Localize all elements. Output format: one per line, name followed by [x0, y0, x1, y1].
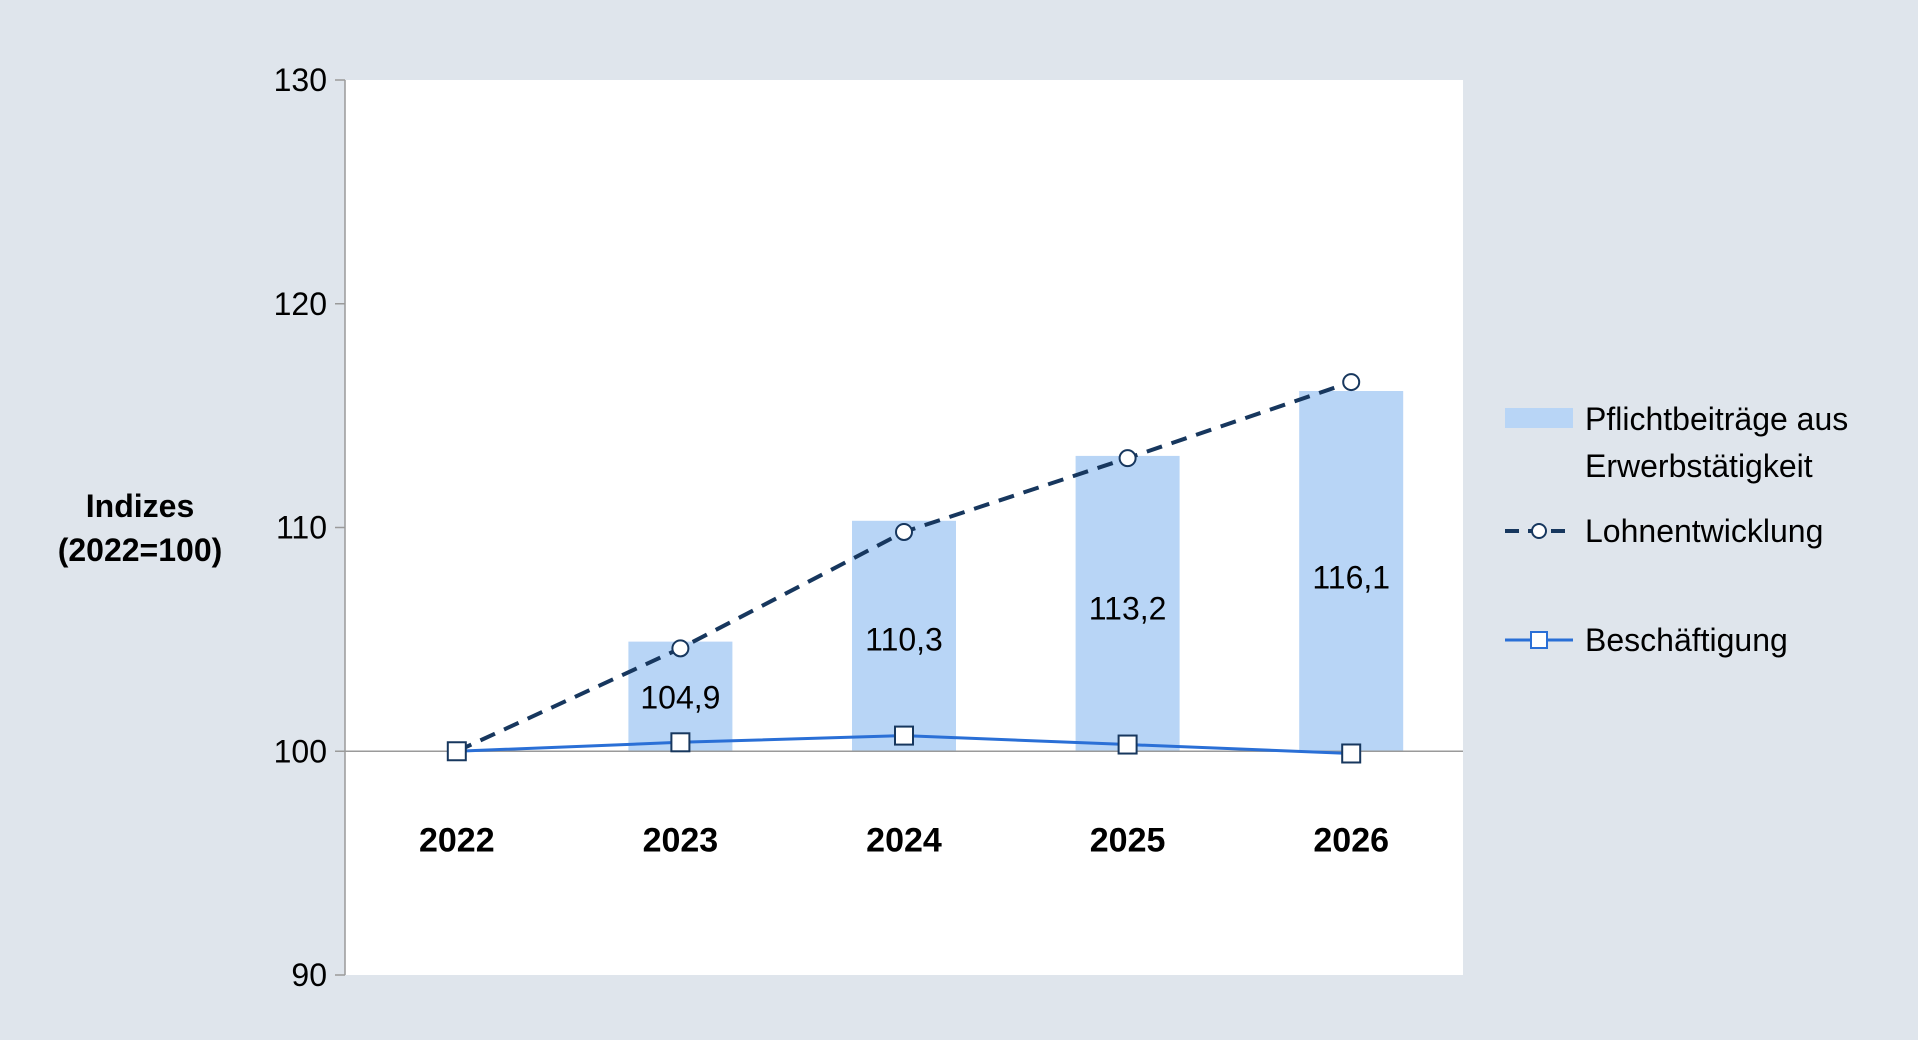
data-point-marker: [446, 741, 467, 762]
data-point-marker: [670, 732, 691, 753]
legend-item-beschäftigung: Beschäftigung: [1505, 622, 1788, 658]
x-tick-label-layer: 2022 2023 2024 2025 2026: [419, 821, 1389, 859]
x-tick-label-2022: 2022: [419, 821, 495, 859]
legend-item-bar: Pflichtbeiträge aus Erwerbstätigkeit: [1505, 401, 1848, 484]
y-tick-label: 100: [274, 733, 327, 769]
legend-label: Erwerbstätigkeit: [1585, 448, 1813, 484]
legend-label: Beschäftigung: [1585, 622, 1788, 658]
x-tick-label-2025: 2025: [1090, 821, 1166, 859]
legend-label: Pflichtbeiträge aus: [1585, 401, 1848, 437]
data-point-marker: [1342, 373, 1361, 392]
bar-2024: [852, 520, 956, 752]
bar-value-label: 110,3: [865, 622, 943, 658]
x-tick-label-2024: 2024: [866, 821, 942, 859]
legend-marker: [1531, 523, 1547, 539]
bar-2026: [1299, 391, 1404, 752]
legend: Pflichtbeiträge aus Erwerbstätigkeit Lohne…: [1505, 401, 1848, 658]
data-point-marker: [895, 522, 913, 541]
y-tick-label: 110: [276, 510, 327, 546]
data-point-marker: [1341, 743, 1362, 764]
legend-item-lohnentwicklung: Lohnentwicklung: [1505, 513, 1823, 549]
y-axis-title-line: Indizes: [86, 488, 194, 524]
legend-marker: [1530, 631, 1548, 649]
data-point-marker: [671, 639, 690, 658]
y-tick-label: 90: [291, 957, 327, 993]
legend-label: Lohnentwicklung: [1585, 513, 1823, 549]
x-tick-label-2026: 2026: [1313, 821, 1389, 859]
data-point-marker: [1117, 734, 1138, 755]
line-layer: [446, 373, 1362, 764]
bar-value-label: 113,2: [1089, 590, 1167, 626]
bar-2025: [1075, 455, 1180, 752]
y-axis-title-line: (2022=100): [58, 532, 223, 568]
bar-value-label: 104,9: [640, 680, 720, 716]
bar-value-label: 116,1: [1312, 559, 1390, 595]
data-point-marker: [894, 725, 914, 746]
bar-label-layer: 104,9 110,3 113,2 116,1: [640, 559, 1390, 715]
y-tick-layer: 90 100 110 120 130: [274, 62, 345, 993]
bar-layer: [628, 391, 1404, 752]
legend-swatch: [1505, 408, 1573, 428]
y-axis-title: Indizes (2022=100): [58, 488, 223, 568]
x-tick-label-2023: 2023: [643, 821, 719, 859]
y-tick-label: 120: [274, 286, 327, 322]
data-point-marker: [1118, 449, 1137, 468]
y-tick-label: 130: [274, 62, 327, 98]
series-beschäftigung: [446, 725, 1362, 764]
